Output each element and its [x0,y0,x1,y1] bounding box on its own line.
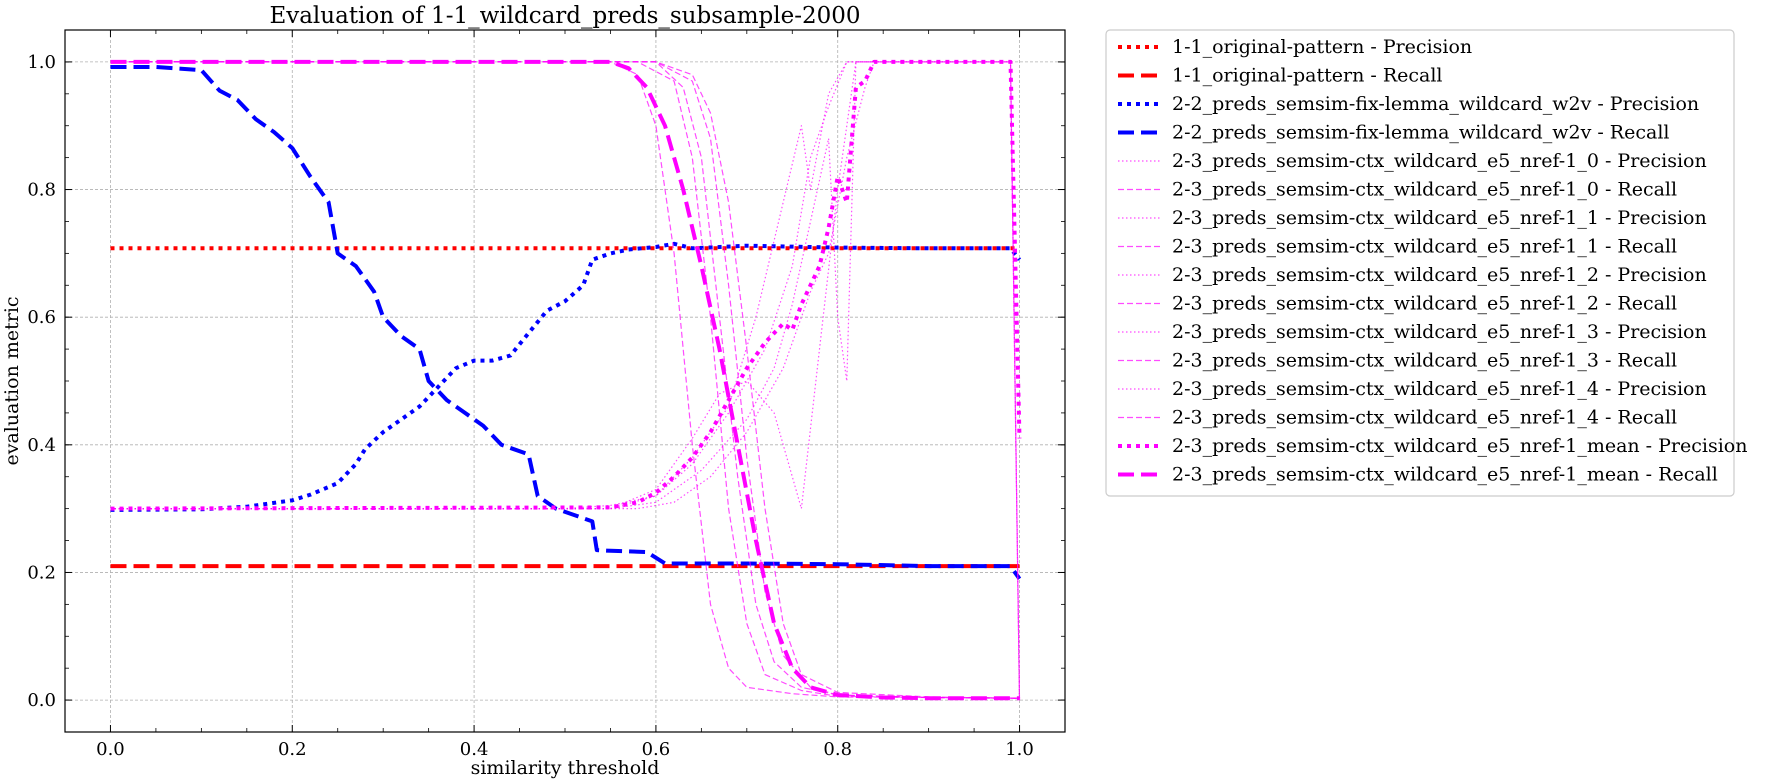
legend-label-0: 1-1_original-pattern - Precision [1172,36,1472,58]
legend: 1-1_original-pattern - Precision 1-1_orig… [1105,29,1747,497]
legend-label-13: 2-3_preds_semsim-ctx_wildcard_e5_nref-1_… [1172,407,1677,429]
x-axis-label: similarity threshold [471,757,660,779]
y-tick-label: 1.0 [27,52,56,73]
legend-label-10: 2-3_preds_semsim-ctx_wildcard_e5_nref-1_… [1172,321,1707,343]
y-tick-label: 0.8 [27,180,56,201]
legend-label-7: 2-3_preds_semsim-ctx_wildcard_e5_nref-1_… [1172,236,1677,258]
y-axis-label: evaluation metric [1,296,23,465]
series-line-3 [110,65,1022,580]
series-line-7 [110,61,1020,699]
x-tick-label: 0.4 [460,739,489,760]
series-line-14 [110,59,1022,511]
legend-label-11: 2-3_preds_semsim-ctx_wildcard_e5_nref-1_… [1172,350,1677,372]
series-line-9 [110,61,1020,699]
legend-label-8: 2-3_preds_semsim-ctx_wildcard_e5_nref-1_… [1172,264,1707,286]
series-layer [110,59,1022,701]
legend-label-6: 2-3_preds_semsim-ctx_wildcard_e5_nref-1_… [1172,207,1707,229]
legend-frame [1105,29,1735,497]
x-tick-label: 1.0 [1005,739,1034,760]
series-line-12 [110,61,1021,701]
series-line-2 [110,241,1022,512]
legend-label-12: 2-3_preds_semsim-ctx_wildcard_e5_nref-1_… [1172,378,1707,400]
legend-label-1: 1-1_original-pattern - Recall [1172,65,1443,87]
series-line-4 [110,61,1021,701]
x-tick-label: 0.0 [96,739,125,760]
series-line-6 [110,61,1021,701]
legend-label-15: 2-3_preds_semsim-ctx_wildcard_e5_nref-1_… [1172,464,1718,486]
y-tick-label: 0.6 [27,307,56,328]
grid [65,30,1065,732]
series-line-5 [110,61,1020,699]
plot-frame [64,29,1066,733]
series-line-15 [110,59,1020,701]
legend-label-9: 2-3_preds_semsim-ctx_wildcard_e5_nref-1_… [1172,293,1677,315]
y-tick-label: 0.4 [27,435,56,456]
ticks: 0.0 0.2 0.4 0.6 0.8 1.0 0.0 0.2 0.4 0.6 0.8 1.0 [27,29,1066,760]
series-line-13 [110,61,1020,699]
legend-label-3: 2-2_preds_semsim-fix-lemma_wildcard_w2v … [1172,122,1669,144]
x-tick-label: 0.8 [823,739,852,760]
series-line-10 [110,61,1021,701]
x-tick-label: 0.6 [642,739,671,760]
y-tick-label: 0.2 [27,562,56,583]
legend-label-14: 2-3_preds_semsim-ctx_wildcard_e5_nref-1_… [1172,435,1747,457]
legend-label-4: 2-3_preds_semsim-ctx_wildcard_e5_nref-1_… [1172,150,1707,172]
x-tick-label: 0.2 [278,739,307,760]
y-tick-label: 0.0 [27,690,56,711]
legend-label-5: 2-3_preds_semsim-ctx_wildcard_e5_nref-1_… [1172,179,1677,201]
series-line-11 [110,61,1020,699]
series-line-8 [110,61,1021,701]
legend-label-2: 2-2_preds_semsim-fix-lemma_wildcard_w2v … [1172,93,1699,115]
chart-title: Evaluation of 1-1_wildcard_preds_subsamp… [269,3,860,29]
